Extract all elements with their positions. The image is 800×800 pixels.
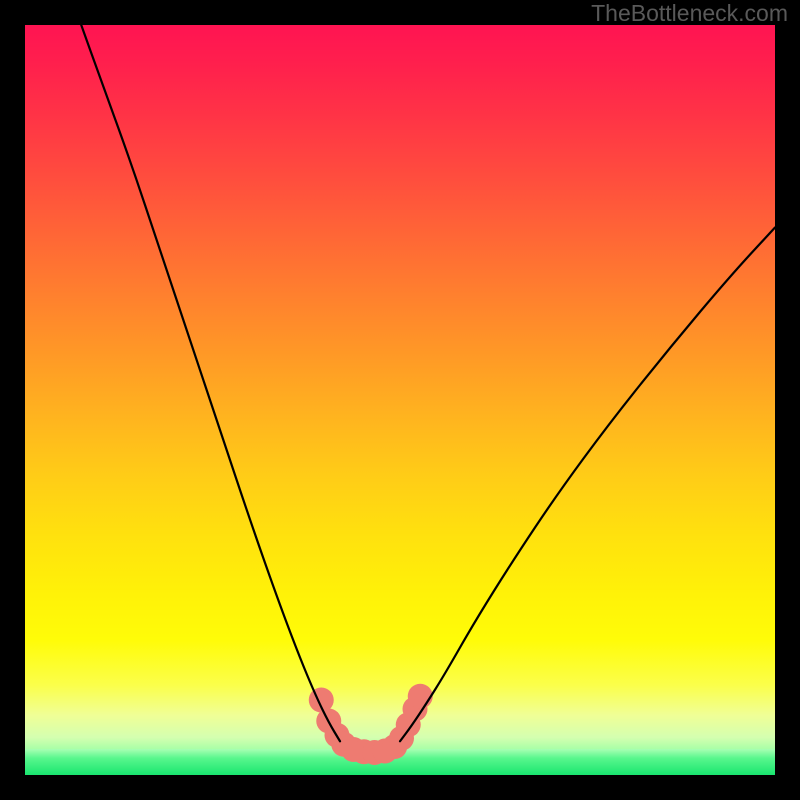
border-bottom — [0, 775, 800, 800]
border-left — [0, 0, 25, 800]
curve-layer — [25, 25, 775, 775]
trough-marker — [408, 684, 433, 709]
watermark-text: TheBottleneck.com — [591, 0, 788, 27]
v-curve-left — [81, 25, 340, 741]
v-curve-right — [400, 228, 775, 742]
plot-area — [25, 25, 775, 775]
border-right — [775, 0, 800, 800]
chart-frame: TheBottleneck.com — [0, 0, 800, 800]
trough-marker-group — [309, 684, 433, 765]
